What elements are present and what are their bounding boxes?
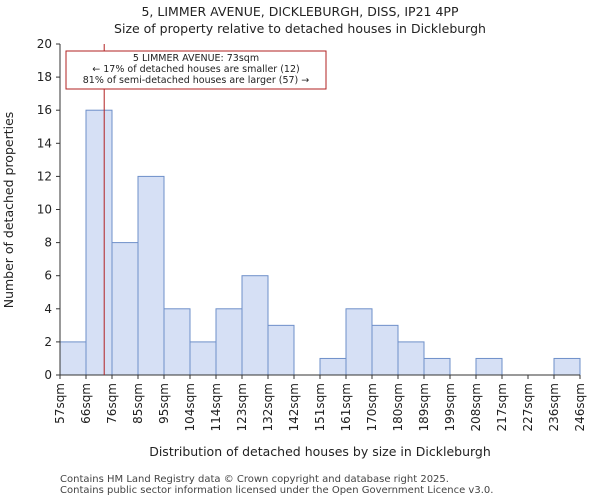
bar-132sqm <box>267 324 295 376</box>
chart-title: 5, LIMMER AVENUE, DICKLEBURGH, DISS, IP2… <box>141 4 459 19</box>
x-tick-label: 189sqm <box>417 383 431 431</box>
bar-161sqm <box>345 308 373 376</box>
x-tick-label: 123sqm <box>235 383 249 431</box>
x-tick-label: 57sqm <box>53 383 67 424</box>
bar-189sqm <box>423 357 451 376</box>
bar-208sqm <box>475 357 503 376</box>
x-tick-label: 170sqm <box>365 383 379 431</box>
x-tick-label: 217sqm <box>495 383 509 431</box>
bar-114sqm <box>215 308 243 376</box>
bar-95sqm <box>163 308 191 376</box>
y-tick-label: 10 <box>37 203 52 217</box>
x-tick-label: 199sqm <box>443 383 457 431</box>
bar-85sqm <box>137 175 165 376</box>
histogram-chart: 0 2 4 6 8 10 12 14 16 18 20 57sqm 66sqm 76sqm 85sqm 95… <box>1 37 587 459</box>
x-tick-label: 66sqm <box>79 383 93 424</box>
bar-76sqm <box>111 242 139 376</box>
x-tick-label: 114sqm <box>209 383 223 431</box>
chart-subtitle: Size of property relative to detached ho… <box>114 21 486 36</box>
bar-170sqm <box>371 324 399 376</box>
x-tick-label: 236sqm <box>547 383 561 431</box>
bar-180sqm <box>397 341 425 376</box>
y-tick-label: 14 <box>37 136 52 150</box>
y-tick-label: 18 <box>37 70 52 84</box>
x-tick-label: 161sqm <box>339 383 353 431</box>
x-tick-label: 151sqm <box>313 383 327 431</box>
x-tick-label: 246sqm <box>573 383 587 431</box>
y-tick-label: 2 <box>44 335 52 349</box>
x-tick-label: 208sqm <box>469 383 483 431</box>
x-tick-label: 104sqm <box>183 383 197 431</box>
bar-123sqm <box>241 275 269 376</box>
y-tick-label: 20 <box>37 37 52 51</box>
footer-copyright: Contains HM Land Registry data © Crown c… <box>60 474 449 485</box>
annotation-box <box>65 50 327 90</box>
y-axis-label: Number of detached properties <box>1 112 16 309</box>
bar-151sqm <box>319 357 347 376</box>
bar-236sqm <box>553 357 581 376</box>
x-tick-label: 142sqm <box>287 383 301 431</box>
annotation-line-2: ← 17% of detached houses are smaller (12… <box>92 64 299 75</box>
y-tick-label: 12 <box>37 169 52 183</box>
x-axis-label: Distribution of detached houses by size … <box>149 444 491 459</box>
x-tick-label: 95sqm <box>157 383 171 424</box>
x-tick-label: 227sqm <box>521 383 535 431</box>
annotation-line-1: 5 LIMMER AVENUE: 73sqm <box>133 53 259 64</box>
x-tick-label: 180sqm <box>391 383 405 431</box>
x-tick-label: 85sqm <box>131 383 145 424</box>
y-tick-label: 4 <box>44 302 52 316</box>
y-tick-label: 16 <box>37 103 52 117</box>
x-tick-label: 76sqm <box>105 383 119 424</box>
annotation-line-3: 81% of semi-detached houses are larger (… <box>83 75 310 86</box>
y-tick-label: 0 <box>44 368 52 382</box>
bar-104sqm <box>189 341 217 376</box>
bar-57sqm <box>59 341 87 376</box>
y-tick-label: 6 <box>44 269 52 283</box>
bar-66sqm <box>85 109 113 376</box>
x-tick-label: 132sqm <box>261 383 275 431</box>
y-tick-label: 8 <box>44 236 52 250</box>
footer-licence: Contains public sector information licen… <box>60 485 494 496</box>
